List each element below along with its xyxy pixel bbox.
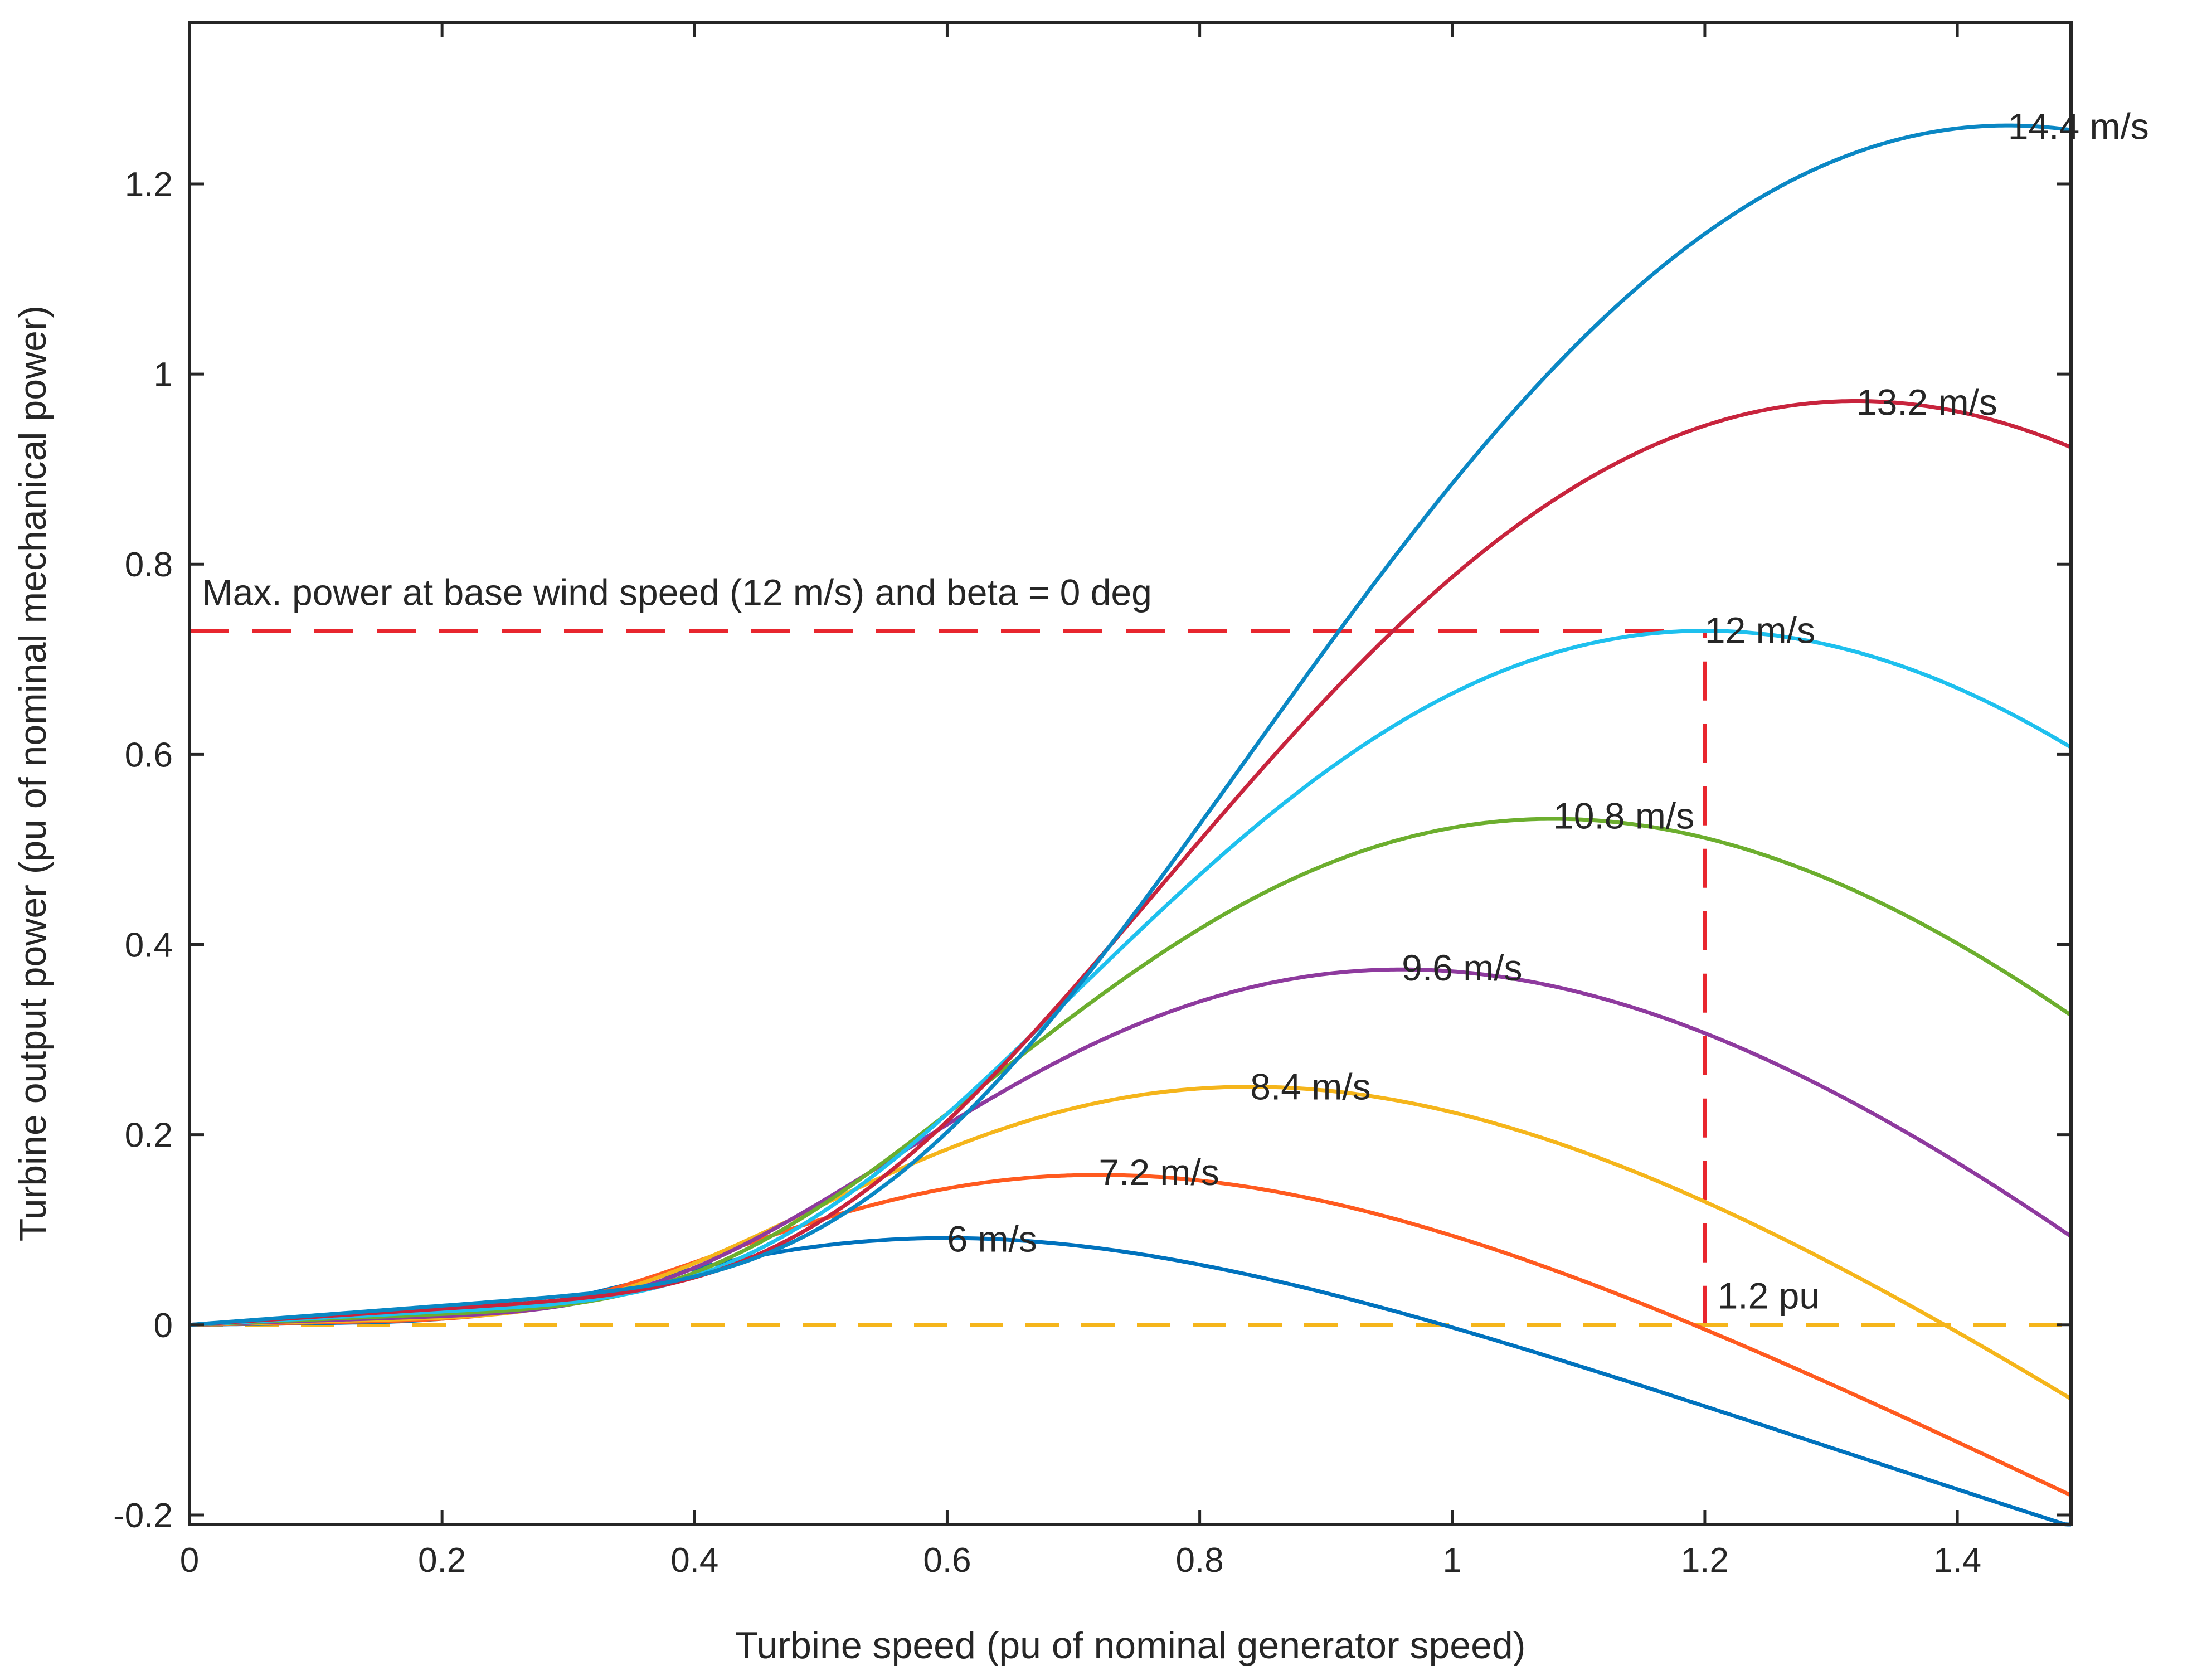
curve-10-8-m-s [189,817,2072,1327]
y-tick-label: 0.6 [125,736,173,774]
y-tick-label: 0 [154,1307,173,1345]
curve-label: 9.6 m/s [1402,947,1522,988]
x-axis-title: Turbine speed (pu of nominal generator s… [735,1624,1526,1667]
x-tick-label: 0 [180,1541,199,1580]
y-axis-title: Turbine output power (pu of nominal mech… [12,305,54,1241]
y-tick-label: 0.8 [125,546,173,584]
curve-label: 8.4 m/s [1250,1066,1370,1107]
y-tick-label: 0.2 [125,1116,173,1155]
axis-ticks [188,22,2071,1524]
annotations: Max. power at base wind speed (12 m/s) a… [202,571,1820,1316]
curve-label: 10.8 m/s [1553,795,1694,836]
y-tick-label: -0.2 [113,1497,173,1535]
x-tick-label: 1.2 [1681,1541,1729,1580]
curve-label: 13.2 m/s [1856,381,1997,423]
curve-14-4-m-s [189,123,2072,1327]
curve-label: 12 m/s [1705,610,1815,651]
y-tick-label: 1 [154,356,173,394]
curve-labels: 6 m/s 7.2 m/s 8.4 m/s 9.6 m/s 10.8 m/s 12 m/s… [947,106,2148,1260]
x-tick-label: 0.2 [418,1541,466,1580]
x-tick-label: 1.4 [1933,1541,1981,1580]
max-power-annotation: Max. power at base wind speed (12 m/s) a… [202,571,1152,613]
y-tick-label: 0.4 [125,926,173,965]
x-tick-label: 0.4 [670,1541,718,1580]
x-tick-label: 0.6 [923,1541,971,1580]
x-tick-label: 0.8 [1176,1541,1224,1580]
x-tick-label: 1 [1443,1541,1462,1580]
power-curves [189,123,2072,1527]
curve-label: 6 m/s [947,1218,1037,1259]
y-tick-label: 1.2 [125,166,173,204]
curve-label: 14.4 m/s [2008,106,2149,147]
curve-label: 7.2 m/s [1098,1152,1219,1193]
speed-annotation: 1.2 pu [1718,1275,1820,1317]
tick-labels: 0 0.2 0.4 0.6 0.8 1 1.2 1.4-0.200.20.40.60.811.… [113,166,1981,1580]
curve-12-m-s [189,629,2072,1327]
axes-box [188,21,2073,1526]
reference-lines [189,629,2071,1327]
